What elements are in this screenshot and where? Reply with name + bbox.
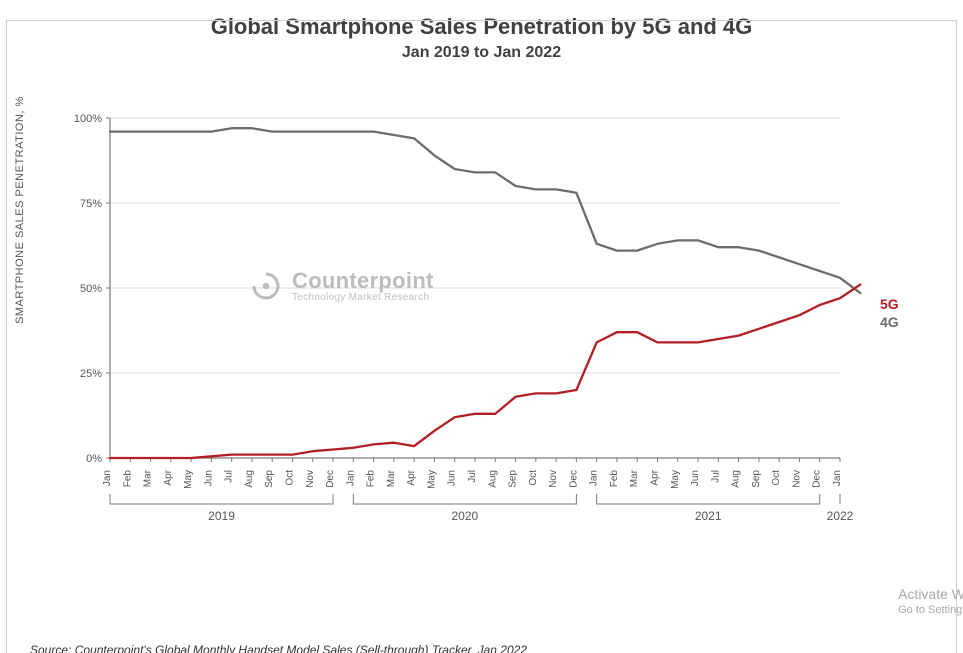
x-tick-label: Aug (731, 470, 742, 488)
x-tick-label: May (426, 470, 437, 489)
x-tick-label: Apr (163, 469, 174, 485)
x-tick-label: Nov (548, 470, 559, 488)
x-tick-label: Jun (447, 470, 458, 486)
x-tick-label: Jul (224, 470, 235, 483)
y-axis-title: SMARTPHONE SALES PENETRATION, % (14, 96, 26, 324)
source-text: Source: Counterpoint's Global Monthly Ha… (30, 643, 527, 653)
y-tick-label: 100% (74, 113, 102, 125)
x-tick-label: Jul (467, 470, 478, 483)
x-tick-label: Dec (325, 470, 336, 488)
x-tick-label: Dec (812, 470, 823, 488)
series-line-4g (110, 128, 860, 293)
x-tick-label: Oct (528, 470, 539, 486)
x-tick-label: Apr (406, 469, 417, 485)
y-tick-label: 50% (80, 283, 102, 295)
x-tick-label: Sep (264, 470, 275, 488)
year-group-label: 2022 (827, 509, 854, 523)
x-tick-label: Jan (102, 470, 113, 486)
x-tick-label: May (670, 470, 681, 489)
x-tick-label: Feb (366, 470, 377, 488)
x-tick-label: Aug (487, 470, 498, 488)
x-tick-label: Mar (143, 469, 154, 487)
x-tick-label: May (183, 470, 194, 489)
x-tick-label: Sep (508, 470, 519, 488)
x-tick-label: Aug (244, 470, 255, 488)
x-tick-label: Jul (710, 470, 721, 483)
y-tick-label: 75% (80, 198, 102, 210)
plot-area: 0% 25% 50% 75% 100% Jan Feb Mar Apr May Jun Jul Aug S… (70, 98, 870, 548)
x-tick-label: Mar (629, 469, 640, 487)
series-line-5g (110, 285, 860, 458)
x-tick-label: Nov (791, 470, 802, 488)
x-tick-label: Oct (285, 470, 296, 486)
x-tick-label: Jan (589, 470, 600, 486)
x-tick-label: Feb (609, 470, 620, 488)
x-tick-label: Dec (568, 470, 579, 488)
y-tick-label: 25% (80, 368, 102, 380)
x-tick-label: Jan (832, 470, 843, 486)
series-label-5g: 5G (880, 296, 899, 312)
year-group-label: 2021 (695, 509, 722, 523)
x-tick-label: Nov (305, 470, 316, 488)
y-tick-label: 0% (86, 453, 102, 465)
x-tick-label: Feb (122, 470, 133, 488)
x-tick-label: Sep (751, 470, 762, 488)
x-tick-label: Jan (345, 470, 356, 486)
year-group-label: 2019 (208, 509, 235, 523)
x-tick-label: Mar (386, 469, 397, 487)
x-tick-label: Apr (650, 469, 661, 485)
x-tick-label: Jun (203, 470, 214, 486)
x-tick-label: Jun (690, 470, 701, 486)
x-tick-label: Oct (771, 470, 782, 486)
series-label-4g: 4G (880, 314, 899, 330)
year-group-label: 2020 (452, 509, 479, 523)
